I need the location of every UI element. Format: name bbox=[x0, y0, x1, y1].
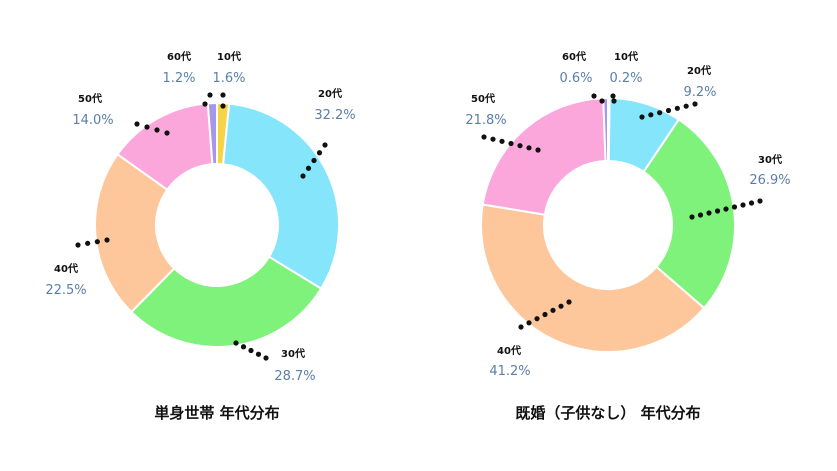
chart-1-leader-dot-5 bbox=[85, 240, 91, 246]
chart-2-leader-dot-6 bbox=[534, 316, 540, 322]
chart-2-leader-dot-5 bbox=[706, 210, 712, 216]
chart-1-leader-dot-6 bbox=[248, 347, 254, 354]
chart-1-label-20: 20代 bbox=[318, 87, 342, 100]
chart-2-leader-dot-6 bbox=[550, 307, 556, 313]
chart-1-label-30: 30代 bbox=[281, 347, 305, 360]
chart-1-leader-dot-6 bbox=[233, 340, 239, 346]
chart-1-slice-4 bbox=[94, 152, 176, 314]
chart-2-leader-dot-4 bbox=[517, 143, 523, 149]
chart-2-label-50: 50代 bbox=[471, 92, 495, 105]
chart-2-leader-dot-3 bbox=[692, 101, 698, 107]
chart-2-label-20: 20代 bbox=[687, 64, 711, 77]
chart-2-value-40: 41.2% bbox=[489, 364, 530, 379]
chart-1-leader-dot-5 bbox=[94, 239, 100, 245]
chart-single-household: 10代 1.6% 60代 1.2% 20代 32.2% 50代 14.0% 40… bbox=[45, 50, 355, 422]
chart-2-leader-dot-3 bbox=[683, 103, 689, 109]
chart-1-slice-3 bbox=[129, 255, 323, 348]
chart-2-leader-dot-5 bbox=[740, 202, 746, 208]
chart-2-leader-dot-6 bbox=[542, 311, 548, 318]
chart-1-value-10: 1.6% bbox=[212, 71, 245, 86]
chart-1-leader-dot-6 bbox=[255, 351, 262, 357]
chart-2-leader-dot-2 bbox=[599, 98, 605, 104]
chart-2-label-40: 40代 bbox=[497, 344, 521, 357]
chart-2-leader-dot-4 bbox=[535, 147, 541, 153]
chart-1-title: 単身世帯 年代分布 bbox=[154, 404, 279, 422]
chart-1-value-60: 1.2% bbox=[162, 71, 195, 86]
chart-2-slices bbox=[480, 96, 736, 353]
chart-1-label-40: 40代 bbox=[54, 262, 78, 275]
chart-2-leader-dot-5 bbox=[697, 212, 704, 218]
chart-1-leader-dot-4 bbox=[154, 127, 160, 133]
chart-2-title: 既婚（子供なし） 年代分布 bbox=[515, 404, 700, 422]
chart-2-value-30: 26.9% bbox=[749, 173, 790, 188]
chart-2-value-50: 21.8% bbox=[465, 113, 506, 128]
chart-2-leader-dot-1 bbox=[611, 98, 617, 104]
chart-2-leader-dot-3 bbox=[657, 110, 663, 116]
chart-1-label-10: 10代 bbox=[217, 50, 241, 63]
chart-2-label-30: 30代 bbox=[758, 153, 782, 166]
chart-2-leader-dot-5 bbox=[689, 214, 695, 220]
chart-1-leader-dot-3 bbox=[311, 157, 317, 164]
chart-1-value-50: 14.0% bbox=[72, 113, 113, 128]
chart-1-leader-dots bbox=[75, 92, 328, 361]
chart-2-leader-dot-4 bbox=[499, 138, 505, 144]
chart-2-value-10: 0.2% bbox=[609, 71, 642, 86]
chart-2-leader-dot-5 bbox=[714, 208, 721, 214]
chart-1-leader-dot-4 bbox=[144, 124, 150, 130]
chart-2-leader-dot-2 bbox=[591, 93, 597, 99]
chart-1-leader-dot-6 bbox=[263, 355, 269, 361]
chart-1-slices bbox=[94, 101, 340, 348]
chart-2-leader-dot-5 bbox=[723, 206, 729, 212]
chart-1-leader-dot-3 bbox=[322, 142, 328, 148]
chart-1-leader-dot-3 bbox=[316, 150, 323, 156]
chart-1-leader-dot-4 bbox=[134, 121, 140, 127]
chart-1-value-20: 32.2% bbox=[314, 108, 355, 123]
chart-2-leader-dot-3 bbox=[674, 105, 680, 111]
chart-2-leader-dot-4 bbox=[481, 134, 487, 140]
chart-2-leader-dot-5 bbox=[757, 198, 763, 204]
chart-2-slice-4 bbox=[480, 203, 706, 353]
chart-2-leader-dot-3 bbox=[648, 112, 654, 118]
chart-1-leader-dot-1 bbox=[220, 103, 226, 109]
chart-1-leader-dot-2 bbox=[207, 92, 213, 98]
chart-2-label-60: 60代 bbox=[562, 50, 586, 63]
chart-2-leader-dots bbox=[481, 93, 763, 330]
chart-1-leader-dot-2 bbox=[202, 101, 208, 107]
chart-1-leader-dot-5 bbox=[104, 237, 110, 243]
chart-1-leader-dot-5 bbox=[75, 242, 81, 248]
chart-1-leader-dot-4 bbox=[164, 130, 170, 136]
chart-2-leader-dot-6 bbox=[518, 324, 524, 330]
chart-1-leader-dot-6 bbox=[240, 344, 247, 350]
chart-1-leader-dot-1 bbox=[220, 92, 226, 98]
chart-2-leader-dot-3 bbox=[665, 107, 672, 114]
chart-2-leader-dot-4 bbox=[490, 136, 496, 142]
chart-2-leader-dot-6 bbox=[566, 299, 572, 305]
chart-1-value-40: 22.5% bbox=[45, 283, 86, 298]
chart-1-label-60: 60代 bbox=[167, 50, 191, 63]
chart-1-leader-dot-3 bbox=[305, 165, 312, 171]
chart-1-leader-dot-3 bbox=[300, 173, 306, 179]
chart-2-slice-6 bbox=[602, 96, 609, 163]
chart-1-slice-6 bbox=[206, 101, 218, 166]
chart-1-value-30: 28.7% bbox=[274, 369, 315, 384]
chart-2-leader-dot-6 bbox=[526, 320, 532, 326]
chart-2-leader-dot-4 bbox=[526, 145, 532, 151]
chart-2-leader-dot-1 bbox=[610, 93, 616, 99]
chart-2-value-20: 9.2% bbox=[683, 85, 716, 100]
chart-2-label-10: 10代 bbox=[614, 50, 638, 63]
chart-2-slice-3 bbox=[642, 118, 736, 310]
chart-2-leader-dot-4 bbox=[508, 140, 514, 147]
chart-2-value-60: 0.6% bbox=[559, 71, 592, 86]
chart-2-leader-dot-5 bbox=[731, 204, 738, 210]
chart-2-leader-dot-6 bbox=[558, 303, 564, 309]
chart-2-leader-dot-3 bbox=[639, 114, 645, 120]
chart-1-slice-2 bbox=[222, 102, 340, 291]
chart-married-no-children: 10代 0.2% 60代 0.6% 20代 9.2% 50代 21.8% 30代… bbox=[465, 50, 790, 422]
chart-1-label-50: 50代 bbox=[78, 92, 102, 105]
chart-2-slice-5 bbox=[481, 97, 607, 216]
chart-2-leader-dot-5 bbox=[748, 200, 755, 206]
